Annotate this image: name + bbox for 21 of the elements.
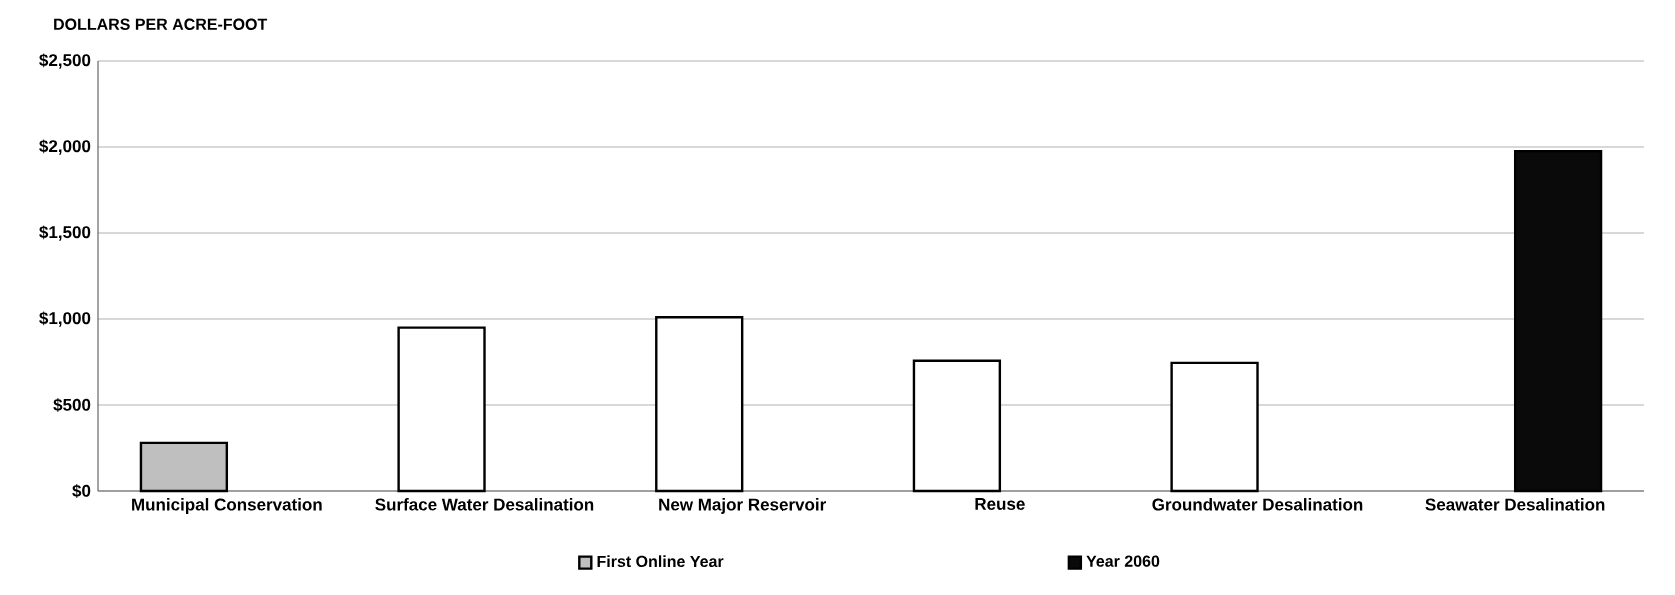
x-tick-label: Reuse xyxy=(975,498,1025,510)
bar xyxy=(397,326,486,493)
legend-label: Year 2060 xyxy=(1086,555,1160,567)
x-tick-label: Municipal Conservation xyxy=(132,498,322,514)
bar xyxy=(139,441,229,493)
x-tick-label: Surface Water Desalination xyxy=(375,498,594,511)
bar xyxy=(655,316,744,493)
legend-label: First Online Year xyxy=(597,555,724,568)
y-tick-label: $0 xyxy=(72,484,91,498)
y-tick-label: $1,000 xyxy=(39,311,91,327)
x-tick-label: Seawater Desalination xyxy=(1425,498,1605,511)
x-tick-label: New Major Reservoir xyxy=(659,498,826,514)
y-tick-label: $2,000 xyxy=(39,139,91,155)
x-tick-label: Groundwater Desalination xyxy=(1152,498,1363,511)
bar xyxy=(1513,150,1603,493)
bar xyxy=(1170,361,1259,493)
bar xyxy=(912,359,1002,493)
y-tick-label: $1,500 xyxy=(39,225,91,241)
y-tick-label: $500 xyxy=(53,398,91,412)
y-tick-label: $2,500 xyxy=(39,53,91,69)
y-axis-title: DOLLARS PER ACRE-FOOT xyxy=(54,18,268,30)
